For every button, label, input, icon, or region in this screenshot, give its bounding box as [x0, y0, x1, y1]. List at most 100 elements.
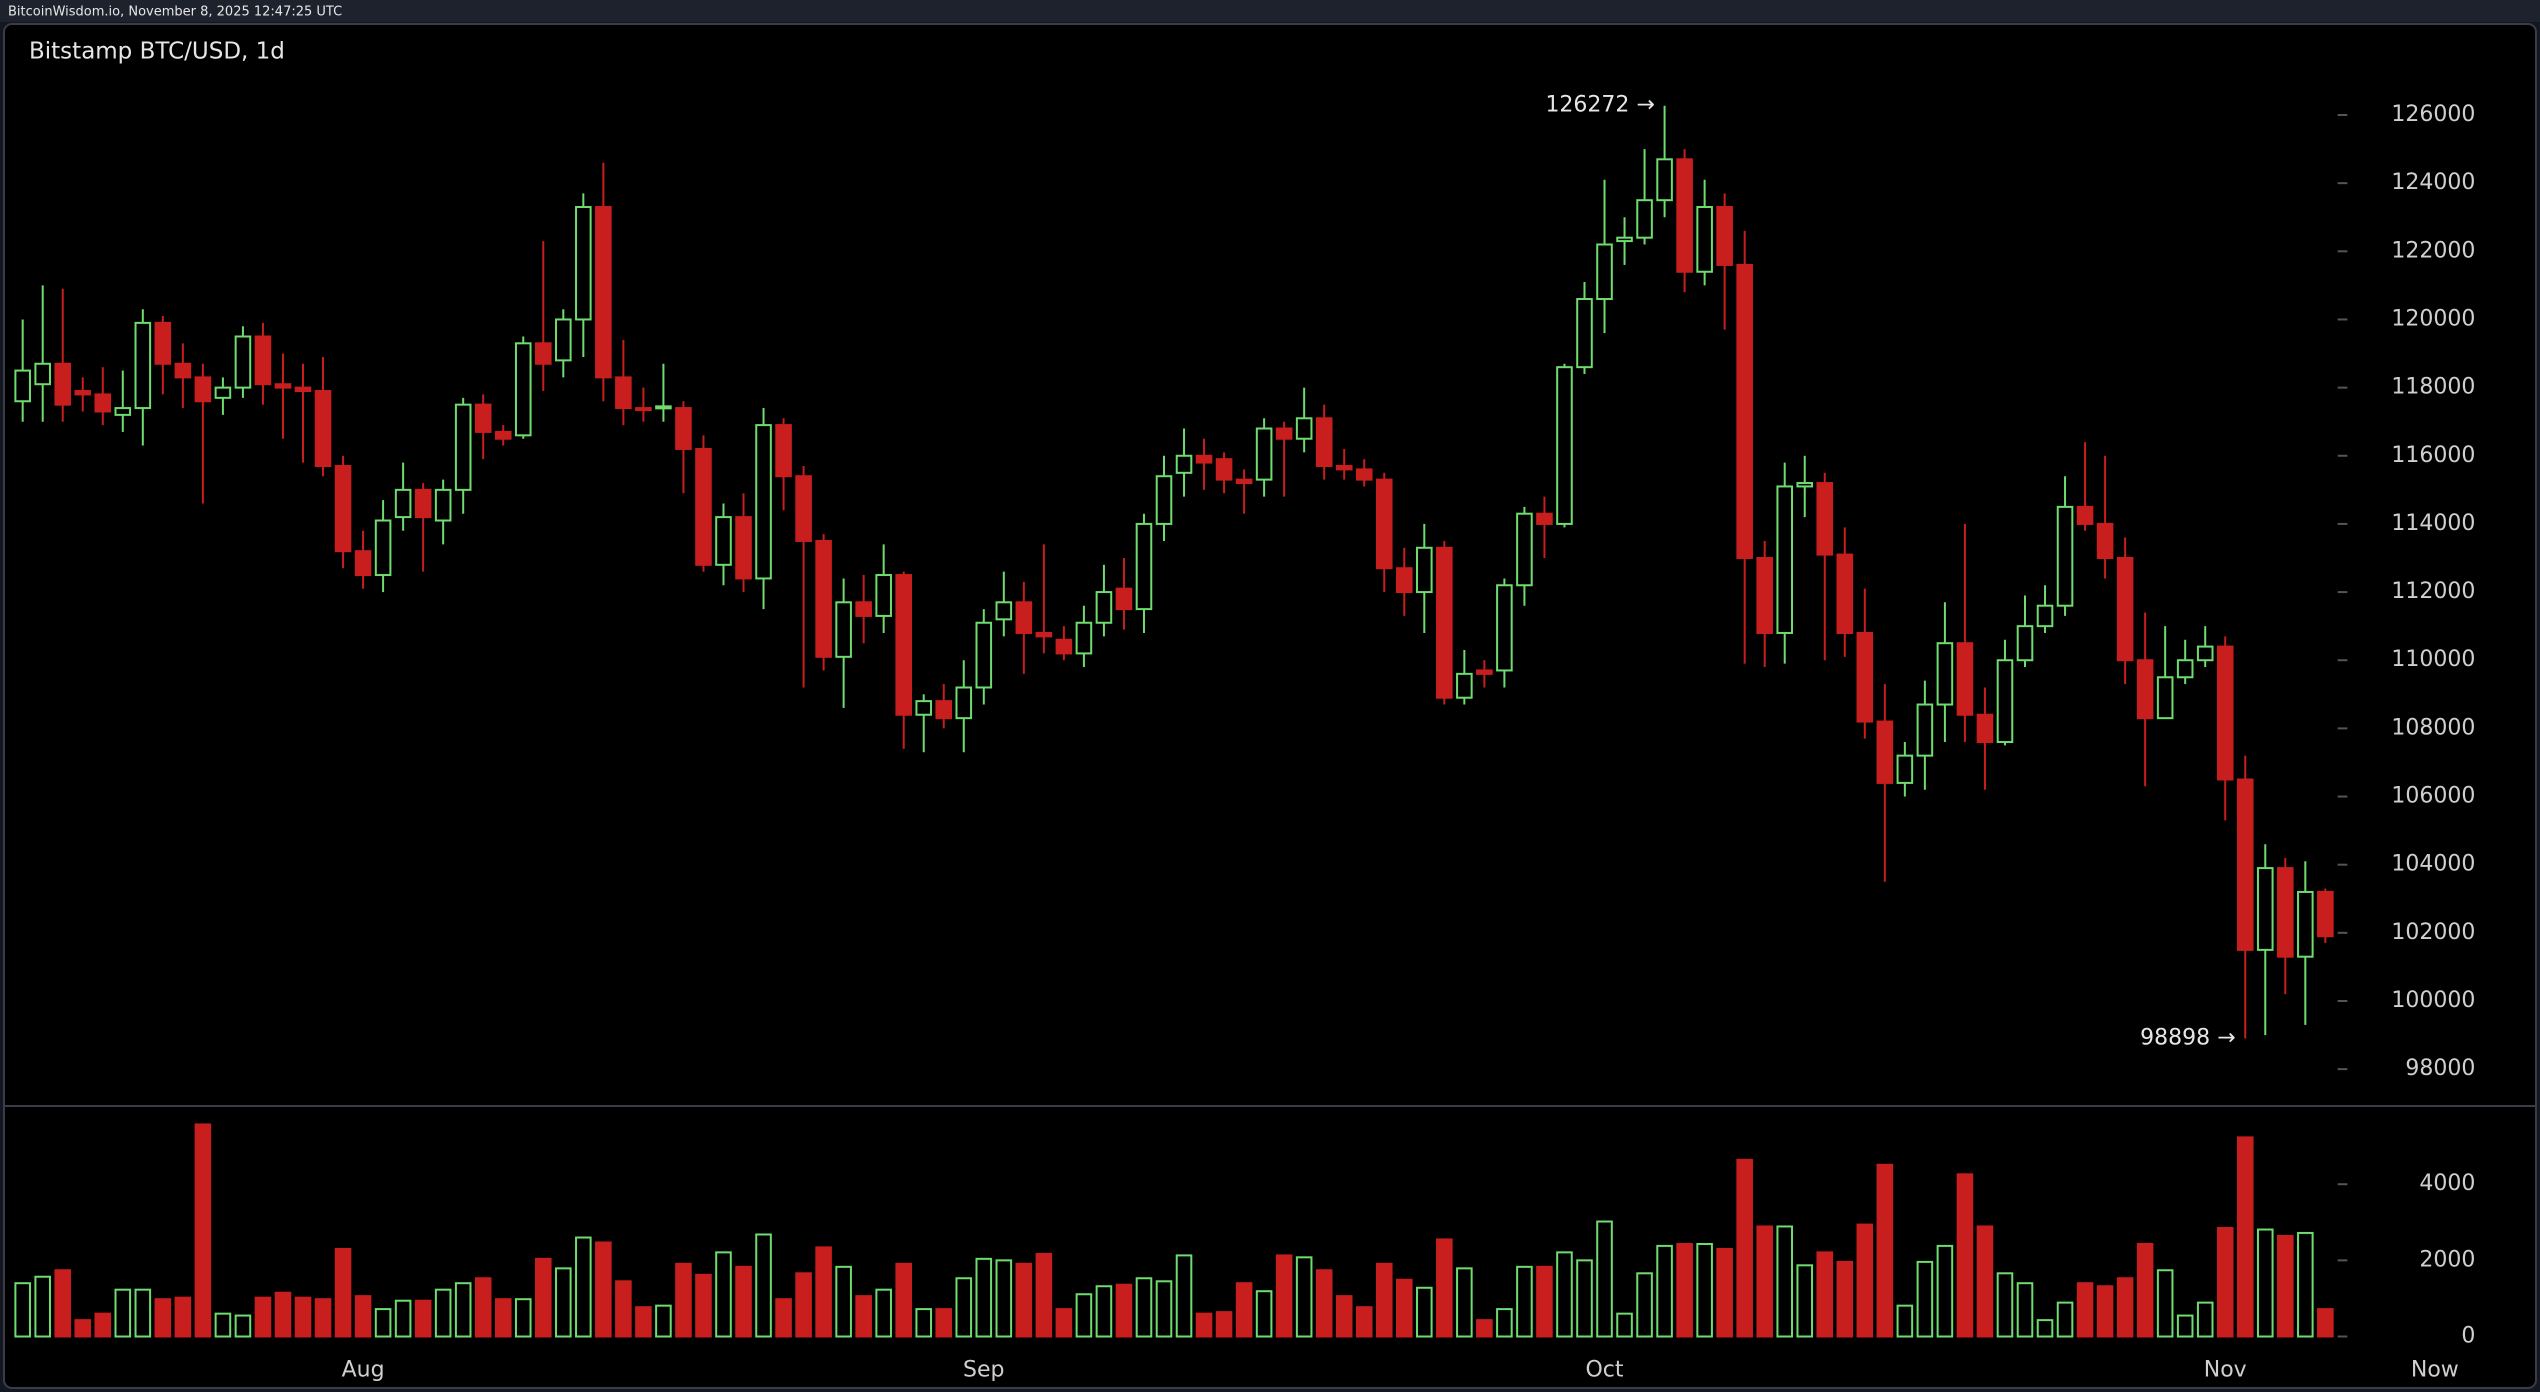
candle-body [1996, 659, 2014, 744]
volume-bar [1876, 1163, 1894, 1338]
x-tick-label: Oct [1585, 1358, 1623, 1383]
volume-bar [14, 1282, 31, 1338]
candle-body [875, 574, 892, 617]
volume-bar [1776, 1225, 1794, 1338]
volume-bar [1155, 1280, 1173, 1338]
volume-bar [1916, 1260, 1934, 1338]
y-tick-label: 106000 [2391, 784, 2475, 809]
y-tick-label: 108000 [2391, 715, 2475, 740]
volume-bar [1596, 1220, 1613, 1338]
volume-bar [1015, 1262, 1033, 1338]
volume-bar [1375, 1262, 1393, 1338]
volume-bar [154, 1298, 172, 1338]
candle-body [1956, 642, 1974, 716]
annotation: 126272 → [1545, 93, 1654, 118]
candle-body [2116, 556, 2134, 662]
candle-body [1676, 158, 1693, 273]
y-tick-label: 2000 [2419, 1247, 2475, 1272]
candle-body [534, 342, 552, 365]
source-label: BitcoinWisdom.io, November 8, 2025 12:47… [8, 5, 342, 20]
volume-bar [955, 1277, 973, 1338]
candle-body [1696, 206, 1713, 273]
volume-bar [1476, 1319, 1493, 1338]
candle-body [2216, 645, 2234, 781]
volume-bar [735, 1265, 752, 1338]
volume-bar [1736, 1158, 1753, 1338]
volume-bar [1496, 1308, 1513, 1338]
candle-body [655, 405, 672, 410]
volume-bar [1055, 1308, 1073, 1338]
volume-bar [294, 1296, 312, 1338]
volume-bar [1436, 1238, 1453, 1338]
x-tick-label: Nov [2204, 1358, 2247, 1383]
candle-body [1315, 417, 1333, 467]
candle-body [595, 206, 612, 379]
volume-bar [875, 1288, 892, 1338]
candle-body [615, 376, 632, 410]
y-tick-label: 0 [2461, 1324, 2475, 1349]
candle-body [1015, 601, 1033, 634]
y-tick-label: 122000 [2391, 238, 2475, 263]
volume-bar [2236, 1136, 2254, 1338]
volume-bar [1395, 1278, 1413, 1338]
candle-body [1776, 485, 1794, 634]
volume-bar [1796, 1264, 1814, 1338]
volume-bar [1355, 1306, 1373, 1338]
volume-bar [1175, 1254, 1193, 1338]
volume-bar [2136, 1242, 2154, 1338]
candle-body [635, 407, 652, 412]
volume-bar [755, 1233, 772, 1338]
volume-bar [2056, 1301, 2074, 1338]
volume-bar [534, 1257, 552, 1338]
volume-bar [174, 1296, 192, 1338]
volume-bar [695, 1273, 712, 1338]
volume-bar [895, 1262, 912, 1338]
candle-body [1416, 546, 1433, 594]
candle-body [2036, 604, 2054, 628]
y-tick-label: 104000 [2391, 852, 2475, 877]
candle-body [1876, 720, 1894, 784]
volume-bar [274, 1291, 292, 1338]
volume-bar [1335, 1295, 1353, 1338]
x-tick-label: Aug [342, 1358, 385, 1383]
y-tick-label: 102000 [2391, 920, 2475, 945]
volume-bar [835, 1265, 852, 1338]
volume-bar [34, 1275, 51, 1338]
volume-bar [394, 1299, 412, 1338]
candle-body [1355, 468, 1373, 481]
volume-bar [555, 1267, 572, 1338]
volume-bar [1135, 1277, 1153, 1338]
candle-body [1716, 206, 1733, 266]
candle-body [1375, 478, 1393, 570]
volume-bar [414, 1299, 432, 1338]
candle-body [1636, 199, 1653, 239]
volume-bar [2216, 1227, 2234, 1338]
volume-bar [1956, 1173, 1974, 1338]
candle-body [2176, 659, 2194, 679]
volume-bar [374, 1308, 392, 1338]
candle-body [975, 621, 993, 689]
volume-bar [54, 1269, 72, 1338]
volume-bar [1716, 1247, 1733, 1338]
candle-body [214, 386, 232, 399]
volume-bar [2176, 1314, 2194, 1338]
candle-body [955, 686, 973, 720]
candle-body [1215, 458, 1233, 481]
volume-bar [1616, 1312, 1633, 1338]
volume-bar [1235, 1282, 1253, 1338]
candle-body [1796, 482, 1814, 488]
candle-body [575, 206, 592, 321]
volume-bar [2277, 1234, 2294, 1338]
volume-bar [254, 1296, 272, 1338]
volume-bar [1856, 1223, 1874, 1338]
candle-body [835, 601, 852, 658]
y-tick-label: 112000 [2391, 579, 2475, 604]
candle-body [755, 424, 772, 580]
volume-bar [1035, 1252, 1053, 1338]
volume-bar [2256, 1228, 2274, 1338]
volume-bar [474, 1277, 492, 1338]
candle-body [474, 403, 492, 433]
candle-body [2016, 625, 2034, 662]
volume-bar [234, 1314, 252, 1338]
